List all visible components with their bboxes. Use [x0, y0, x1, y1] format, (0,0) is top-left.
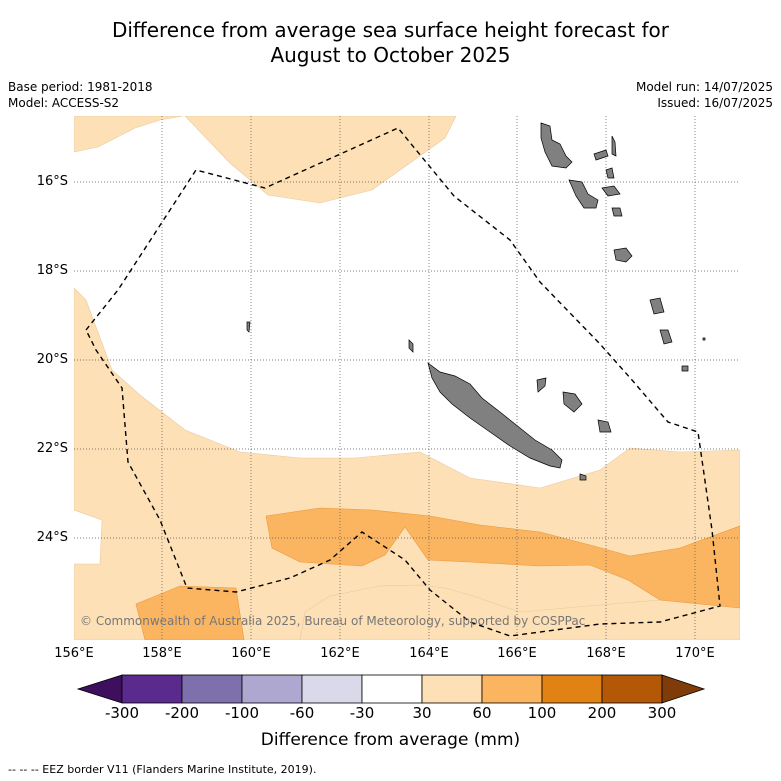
- lon-label-162e: 162°E: [320, 646, 360, 661]
- vanuatu-ambrym: [601, 185, 621, 197]
- matthew-islet: [702, 337, 706, 341]
- colorbar-tick-30: 30: [412, 704, 432, 722]
- title-line-2: August to October 2025: [270, 43, 511, 67]
- eez-border: [85, 127, 721, 637]
- colorbar-segment-8: [541, 674, 603, 704]
- map-area: [74, 116, 740, 640]
- colorbar-tick-minus-100: -100: [224, 704, 260, 722]
- loyalty-island-lifou: [562, 391, 583, 413]
- vanuatu-aneityum: [681, 365, 689, 372]
- colorbar-tick-200: 200: [587, 704, 617, 722]
- lon-label-166e: 166°E: [497, 646, 537, 661]
- colorbar-segment-7: [481, 674, 543, 704]
- colorbar-tick-60: 60: [472, 704, 492, 722]
- lat-label-20s: 20°S: [36, 352, 68, 367]
- model-name: Model: ACCESS-S2: [8, 96, 120, 110]
- colorbar-segment-2: [181, 674, 243, 704]
- map-title: Difference from average sea surface heig…: [0, 18, 781, 68]
- lon-label-160e: 160°E: [231, 646, 271, 661]
- colorbar-tick-minus-60: -60: [289, 704, 315, 722]
- title-line-1: Difference from average sea surface heig…: [111, 18, 670, 42]
- colorbar-title: Difference from average (mm): [260, 730, 521, 750]
- base-period: Base period: 1981-2018: [8, 80, 153, 94]
- colorbar-segment-3: [241, 674, 303, 704]
- colorbar-segment-9: [601, 674, 663, 704]
- anomaly-30-60-top: [74, 116, 184, 153]
- lat-label-22s: 22°S: [36, 441, 68, 456]
- new-caledonia-island: [427, 362, 563, 469]
- belep-islands: [408, 339, 414, 353]
- loyalty-island-mare: [597, 419, 612, 433]
- colorbar: [76, 674, 706, 704]
- land-masses: [246, 122, 706, 481]
- vanuatu-espiritu-santo: [540, 122, 573, 169]
- gridlines: [74, 116, 740, 640]
- colorbar-segment-4: [301, 674, 363, 704]
- colorbar-segment-5: [361, 674, 423, 704]
- anomaly-60-100-southwest: [135, 585, 245, 640]
- lon-label-156e: 156°E: [54, 646, 94, 661]
- model-run: Model run: 14/07/2025: [635, 80, 773, 94]
- lon-label-164e: 164°E: [409, 646, 449, 661]
- vanuatu-tanna: [659, 329, 673, 345]
- colorbar-tick-minus-200: -200: [164, 704, 200, 722]
- lat-label-24s: 24°S: [36, 530, 68, 545]
- vanuatu-malekula: [568, 179, 599, 209]
- colorbar-segment-6: [421, 674, 483, 704]
- vanuatu-ambae: [593, 149, 609, 161]
- meta-left: Base period: 1981-2018 Model: ACCESS-S2: [8, 79, 153, 111]
- eez-legend-footer: -- -- -- EEZ border V11 (Flanders Marine…: [8, 763, 317, 776]
- lat-label-16s: 16°S: [36, 174, 68, 189]
- colorbar-tick-100: 100: [527, 704, 557, 722]
- lat-label-18s: 18°S: [36, 263, 68, 278]
- lon-label-158e: 158°E: [142, 646, 182, 661]
- isle-of-pines: [579, 473, 587, 481]
- loyalty-island-ouvea: [536, 377, 547, 393]
- vanuatu-erromango: [649, 297, 665, 315]
- anomaly-60-100-central: [265, 507, 740, 609]
- colorbar-min-extend: [76, 674, 123, 704]
- vanuatu-pentecost: [605, 167, 615, 179]
- lon-label-170e: 170°E: [675, 646, 715, 661]
- vanuatu-efate: [613, 247, 633, 263]
- copyright-notice: © Commonwealth of Australia 2025, Bureau…: [80, 614, 586, 628]
- colorbar-tick-minus-30: -30: [349, 704, 375, 722]
- chesterfield-islet: [246, 321, 251, 333]
- lon-label-168e: 168°E: [586, 646, 626, 661]
- issued-date: Issued: 16/07/2025: [657, 96, 773, 110]
- meta-right: Model run: 14/07/2025 Issued: 16/07/2025: [636, 79, 773, 111]
- vanuatu-epi: [611, 207, 623, 217]
- colorbar-tick-300: 300: [647, 704, 677, 722]
- colorbar-tick-minus-300: -300: [104, 704, 140, 722]
- colorbar-max-extend: [661, 674, 706, 704]
- vanuatu-maewo: [611, 135, 617, 157]
- anomaly-30-60-north: [184, 116, 457, 204]
- colorbar-segment-1: [121, 674, 183, 704]
